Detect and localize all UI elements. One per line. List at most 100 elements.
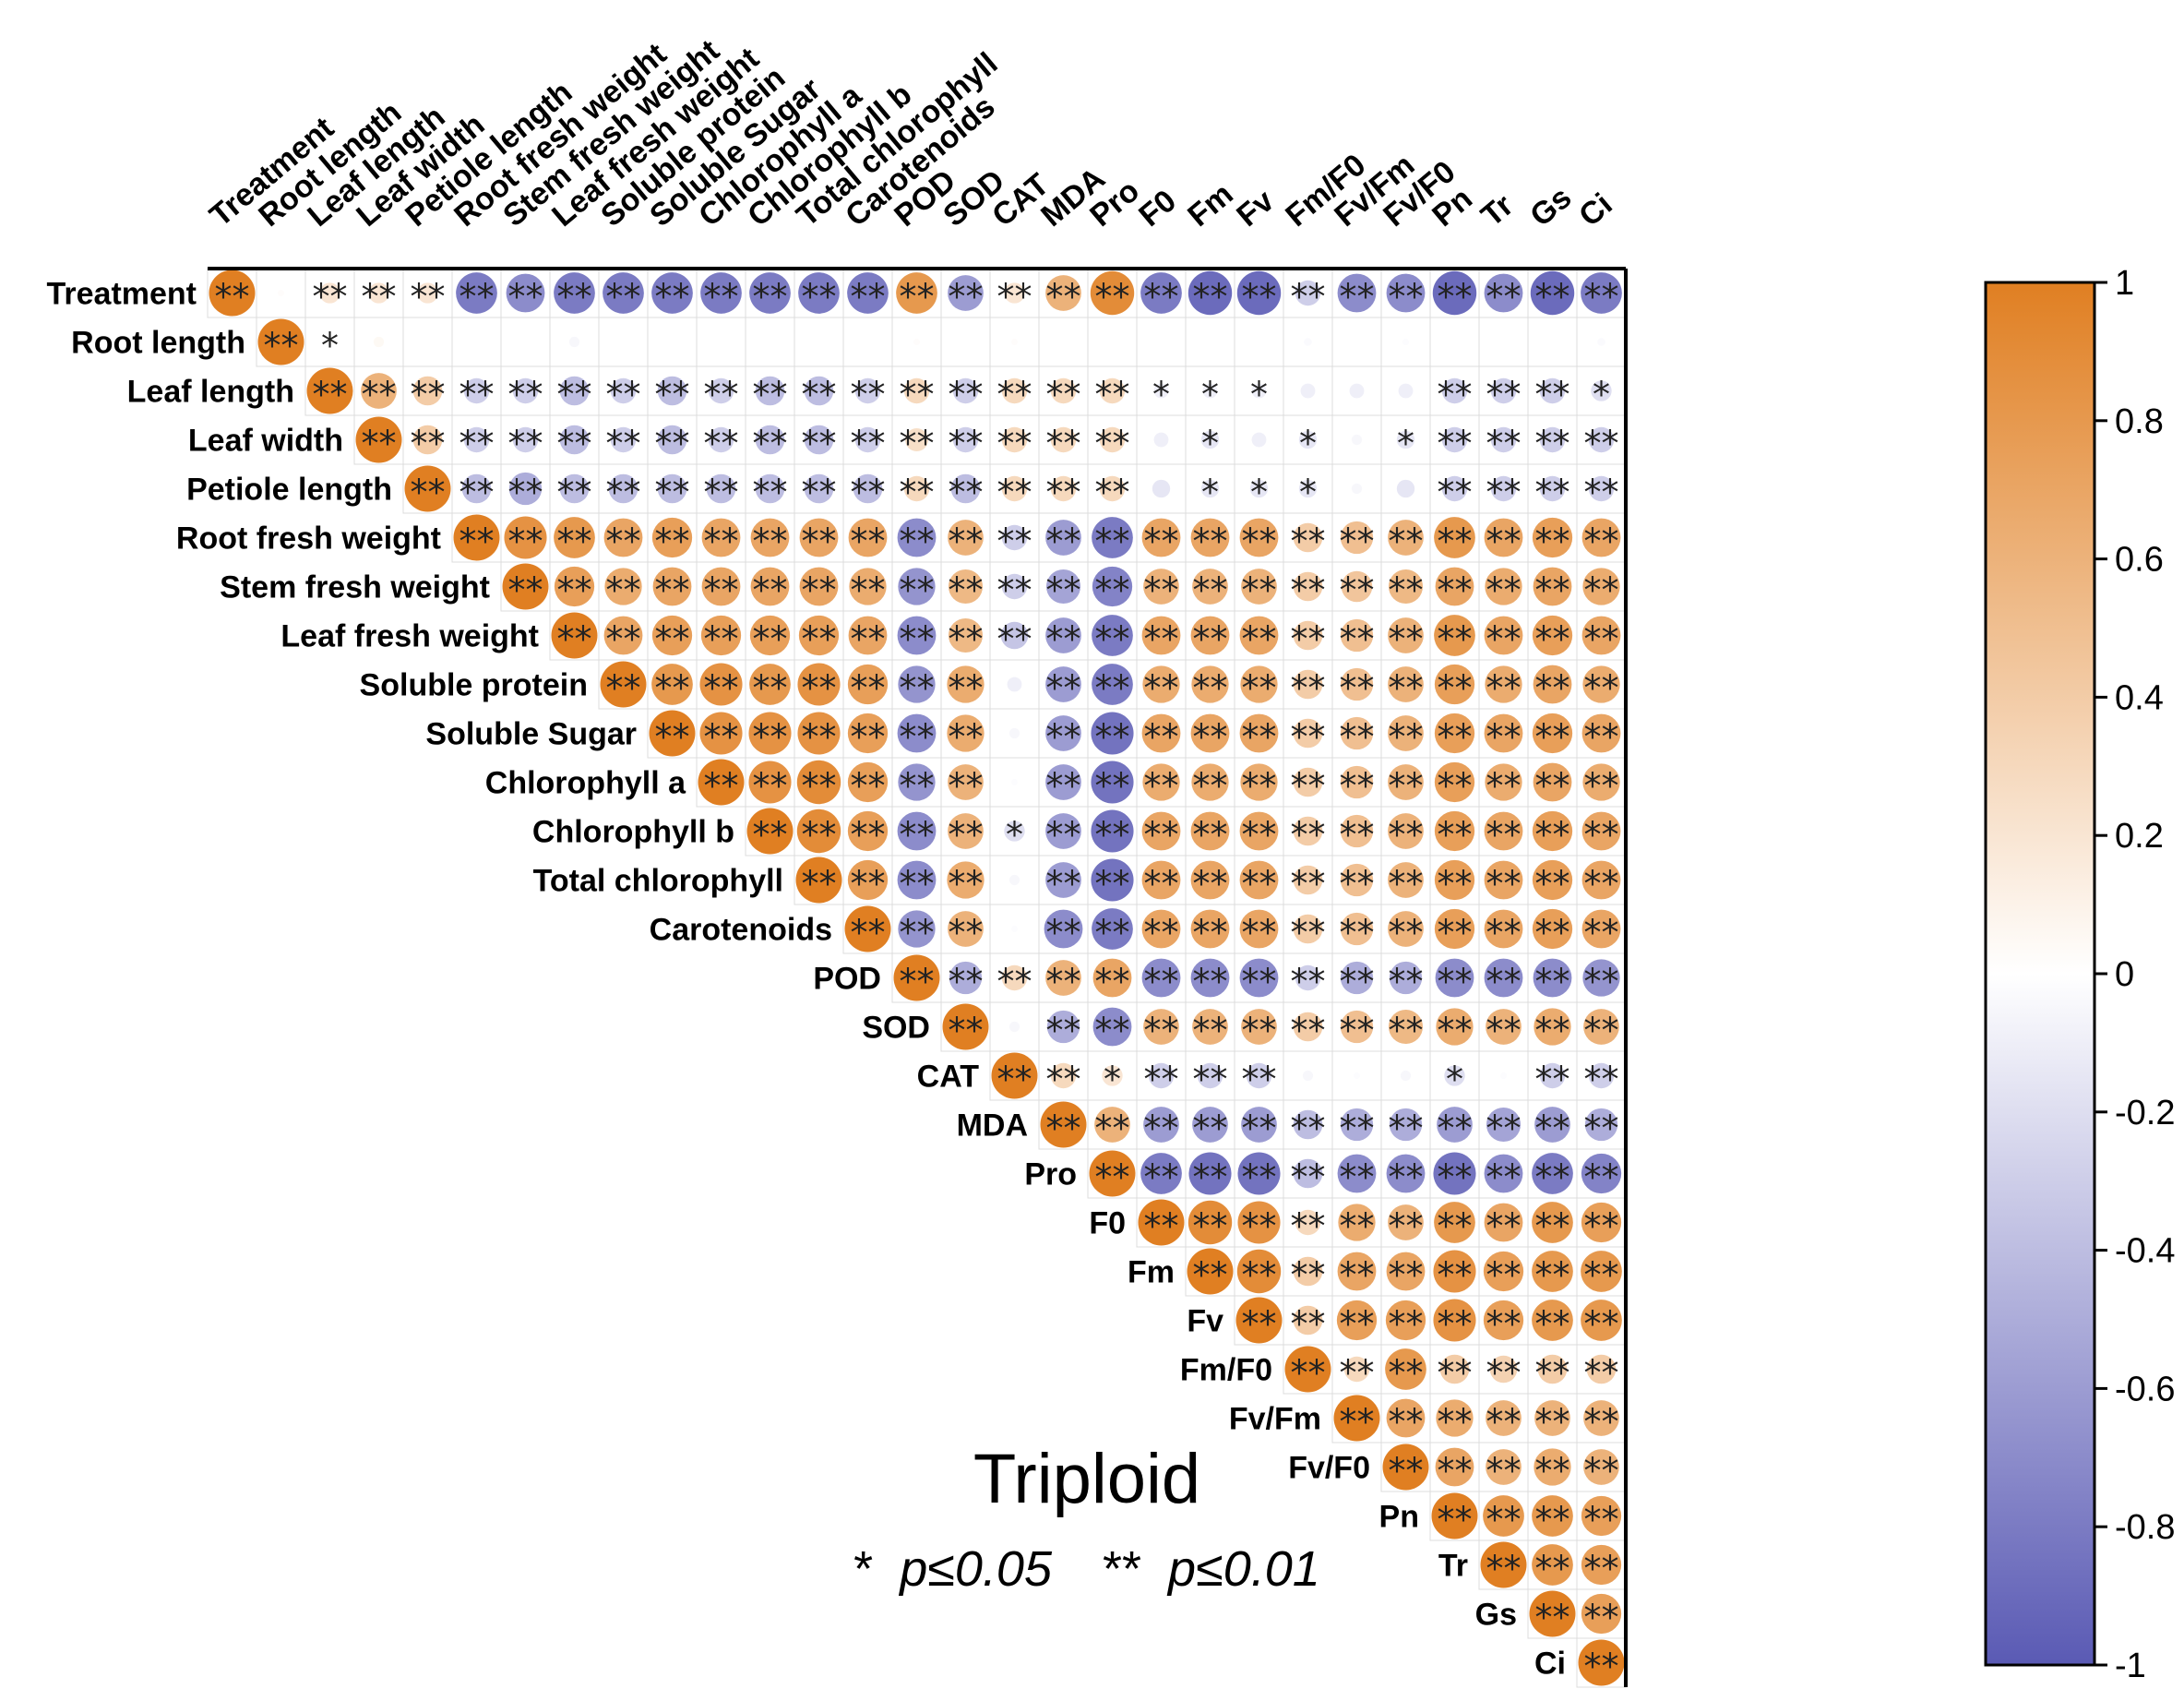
sig-marker-0-0: ** xyxy=(215,277,250,317)
sig-marker-23-25: ** xyxy=(1438,1402,1473,1443)
sig-marker-11-11: ** xyxy=(753,815,788,856)
corr-circle-26-27 xyxy=(1532,1544,1573,1586)
corr-circle-9-24 xyxy=(1388,715,1424,751)
corr-circle-26-28 xyxy=(1581,1544,1622,1586)
sig-marker-3-15: ** xyxy=(949,424,984,464)
sig-marker-13-22: ** xyxy=(1291,913,1326,953)
sig-marker-20-24: ** xyxy=(1389,1255,1424,1296)
correlation-marks: ** ** ** ** ** ** ** ** ** ** ** ** ** ** ** ** ** ** ** **… xyxy=(209,270,1625,1687)
sig-marker-11-16: * xyxy=(1006,815,1023,856)
corr-circle-10-12 xyxy=(796,760,841,805)
sig-marker-9-28: ** xyxy=(1584,717,1619,758)
corr-circle-1-2 xyxy=(326,338,334,346)
row-label-leaf-fresh-weight: Leaf fresh weight xyxy=(280,619,539,654)
corr-circle-5-27 xyxy=(1532,517,1573,558)
corr-circle-12-17 xyxy=(1045,862,1081,898)
sig-marker-0-4: ** xyxy=(411,277,446,317)
sig-marker-15-22: ** xyxy=(1291,1011,1326,1051)
corr-circle-10-23 xyxy=(1340,765,1374,799)
corr-circle-3-14 xyxy=(905,428,928,451)
corr-circle-17-21 xyxy=(1241,1107,1277,1143)
corr-circle-11-13 xyxy=(847,810,889,852)
corr-circle-19-27 xyxy=(1532,1202,1573,1243)
corr-circle-18-23 xyxy=(1337,1154,1377,1193)
sig-marker-11-17: ** xyxy=(1046,815,1081,856)
scale-tick-label: 0.4 xyxy=(2115,678,2164,717)
corr-circle-6-14 xyxy=(898,568,936,605)
corr-circle-0-14 xyxy=(896,272,937,314)
sig-marker-5-19: ** xyxy=(1144,521,1179,562)
sig-marker-9-24: ** xyxy=(1389,717,1424,758)
corr-circle-6-27 xyxy=(1533,567,1572,606)
sig-marker-2-27: ** xyxy=(1535,375,1570,415)
corr-circle-8-16 xyxy=(1007,677,1022,692)
sig-marker-17-19: ** xyxy=(1144,1108,1179,1149)
sig-marker-11-25: ** xyxy=(1438,815,1473,856)
sig-marker-10-25: ** xyxy=(1438,766,1473,807)
corr-circle-10-27 xyxy=(1533,762,1572,802)
corr-circle-16-22 xyxy=(1302,1070,1314,1082)
corr-circle-14-15 xyxy=(949,961,983,995)
corr-circle-5-14 xyxy=(897,518,937,557)
corr-circle-17-24 xyxy=(1389,1108,1423,1142)
sig-marker-16-28: ** xyxy=(1584,1060,1619,1100)
sig-marker-2-15: ** xyxy=(949,375,984,415)
sig-marker-10-17: ** xyxy=(1046,766,1081,807)
sig-marker-13-14: ** xyxy=(900,913,935,953)
sig-marker-3-22: * xyxy=(1299,424,1317,464)
sig-marker-8-26: ** xyxy=(1486,668,1522,709)
sig-marker-8-24: ** xyxy=(1389,668,1424,709)
sig-marker-20-23: ** xyxy=(1340,1255,1375,1296)
corr-circle-10-24 xyxy=(1388,764,1424,800)
corr-circle-1-11 xyxy=(767,339,773,345)
corr-circle-13-27 xyxy=(1532,908,1573,950)
corr-circle-4-11 xyxy=(755,473,785,504)
corr-circle-8-22 xyxy=(1293,669,1323,700)
sig-marker-7-24: ** xyxy=(1389,619,1424,660)
corr-circle-18-25 xyxy=(1433,1152,1476,1195)
corr-circle-13-16 xyxy=(1010,925,1019,933)
corr-circle-6-16 xyxy=(1001,573,1028,600)
sig-marker-3-12: ** xyxy=(802,424,837,464)
sig-marker-26-28: ** xyxy=(1584,1549,1619,1589)
corr-circle-2-21 xyxy=(1251,383,1267,399)
corr-circle-3-16 xyxy=(1001,426,1028,453)
sig-marker-8-17: ** xyxy=(1046,668,1081,709)
sig-marker-10-11: ** xyxy=(753,766,788,807)
sig-marker-13-23: ** xyxy=(1340,913,1375,953)
significance-legend: * p≤0.05 ** p≤0.01 xyxy=(853,1541,1320,1597)
corr-circle-11-23 xyxy=(1340,814,1374,848)
sig-marker-5-26: ** xyxy=(1486,521,1522,562)
color-scale-bar xyxy=(1984,281,2096,1667)
sig-marker-2-17: ** xyxy=(1046,375,1081,415)
sig-marker-11-28: ** xyxy=(1584,815,1619,856)
sig-marker-2-14: ** xyxy=(900,375,935,415)
corr-circle-15-15 xyxy=(942,1003,989,1050)
sig-marker-2-25: ** xyxy=(1438,375,1473,415)
sig-marker-0-8: ** xyxy=(606,277,641,317)
corr-circle-0-3 xyxy=(368,282,389,304)
sig-marker-4-28: ** xyxy=(1584,473,1619,513)
corr-circle-9-12 xyxy=(797,712,841,755)
sig-marker-20-21: ** xyxy=(1242,1255,1277,1296)
corr-circle-15-16 xyxy=(1008,1021,1020,1033)
corr-circle-14-23 xyxy=(1340,961,1374,995)
scale-tick-label: -0.8 xyxy=(2115,1508,2175,1547)
sig-marker-6-12: ** xyxy=(802,570,837,611)
sig-marker-8-12: ** xyxy=(802,668,837,709)
sig-marker-14-24: ** xyxy=(1389,962,1424,1002)
sig-marker-23-26: ** xyxy=(1486,1402,1522,1443)
corr-circle-17-25 xyxy=(1437,1107,1473,1143)
sig-marker-15-18: ** xyxy=(1095,1011,1130,1051)
corr-circle-1-27 xyxy=(1549,339,1556,345)
sig-marker-8-23: ** xyxy=(1340,668,1375,709)
sig-marker-10-27: ** xyxy=(1535,766,1570,807)
sig-marker-12-23: ** xyxy=(1340,864,1375,904)
corr-circle-1-5 xyxy=(473,339,480,345)
corr-circle-18-22 xyxy=(1293,1158,1323,1189)
corr-circle-12-14 xyxy=(897,860,937,900)
sig-marker-19-25: ** xyxy=(1438,1206,1473,1247)
sig-marker-15-21: ** xyxy=(1242,1011,1277,1051)
corr-circle-12-19 xyxy=(1141,860,1181,900)
corr-circle-19-28 xyxy=(1581,1202,1622,1243)
